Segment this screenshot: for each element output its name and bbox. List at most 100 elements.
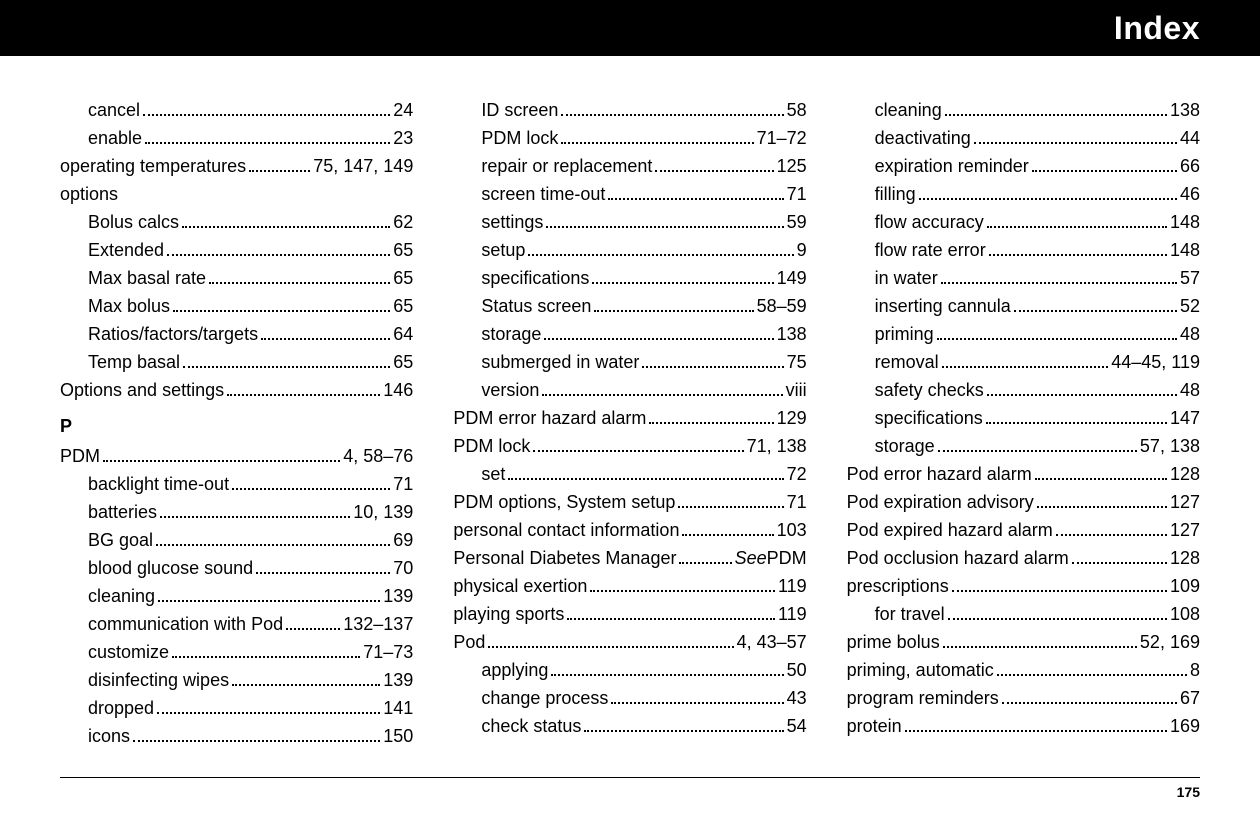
index-entry-label: PDM options, System setup xyxy=(453,488,675,516)
index-entry-label: PDM lock xyxy=(481,124,558,152)
index-entry-label: settings xyxy=(481,208,543,236)
index-entry-label: filling xyxy=(875,180,916,208)
leader-dots xyxy=(945,104,1167,116)
leader-dots xyxy=(682,524,773,536)
page-footer: 175 xyxy=(60,777,1200,800)
index-entry: flow accuracy148 xyxy=(847,208,1200,236)
index-entry: Max bolus65 xyxy=(60,292,413,320)
leader-dots xyxy=(1035,468,1167,480)
index-entry-label: flow accuracy xyxy=(875,208,984,236)
leader-dots xyxy=(987,216,1167,228)
index-entry-page: 127 xyxy=(1170,488,1200,516)
index-entry: physical exertion119 xyxy=(453,572,806,600)
index-entry: change process43 xyxy=(453,684,806,712)
leader-dots xyxy=(941,272,1177,284)
index-entry: set72 xyxy=(453,460,806,488)
index-entry: program reminders67 xyxy=(847,684,1200,712)
leader-dots xyxy=(952,580,1167,592)
index-entry-page: 132–137 xyxy=(343,610,413,638)
index-entry-label: program reminders xyxy=(847,684,999,712)
index-entry-page: 128 xyxy=(1170,544,1200,572)
index-entry-page: 146 xyxy=(383,376,413,404)
index-entry-label: change process xyxy=(481,684,608,712)
index-entry: screen time-out71 xyxy=(453,180,806,208)
index-entry-page: 46 xyxy=(1180,180,1200,208)
leader-dots xyxy=(608,188,783,200)
index-entry-label: personal contact information xyxy=(453,516,679,544)
index-entry: Pod expired hazard alarm127 xyxy=(847,516,1200,544)
leader-dots xyxy=(172,646,360,658)
leader-dots xyxy=(261,328,390,340)
index-entry-label: BG goal xyxy=(88,526,153,554)
leader-dots xyxy=(611,692,783,704)
leader-dots xyxy=(590,580,775,592)
index-entry: playing sports119 xyxy=(453,600,806,628)
index-entry-label: Ratios/factors/targets xyxy=(88,320,258,348)
index-entry-page: 169 xyxy=(1170,712,1200,740)
leader-dots xyxy=(542,384,782,396)
leader-dots xyxy=(103,450,340,462)
leader-dots xyxy=(989,244,1167,256)
index-entry-page: 70 xyxy=(393,554,413,582)
index-entry-page: 65 xyxy=(393,292,413,320)
index-entry-label: storage xyxy=(875,432,935,460)
index-entry-page: 138 xyxy=(1170,96,1200,124)
index-entry-page: 141 xyxy=(383,694,413,722)
index-entry-page: 139 xyxy=(383,666,413,694)
index-column: ID screen58PDM lock71–72repair or replac… xyxy=(453,96,806,750)
index-entry: Bolus calcs62 xyxy=(60,208,413,236)
index-entry-label: options xyxy=(60,180,118,208)
leader-dots xyxy=(919,188,1177,200)
index-entry-label: PDM error hazard alarm xyxy=(453,404,646,432)
index-entry-label: setup xyxy=(481,236,525,264)
index-entry: PDM lock71, 138 xyxy=(453,432,806,460)
leader-dots xyxy=(157,702,380,714)
index-entry-label: expiration reminder xyxy=(875,152,1029,180)
index-entry: Pod error hazard alarm128 xyxy=(847,460,1200,488)
index-entry: Options and settings 146 xyxy=(60,376,413,404)
index-entry-label: operating temperatures xyxy=(60,152,246,180)
index-entry-page: 44 xyxy=(1180,124,1200,152)
leader-dots xyxy=(986,412,1167,424)
index-column: cleaning138deactivating44expiration remi… xyxy=(847,96,1200,750)
index-entry: PDM4, 58–76 xyxy=(60,442,413,470)
index-entry-page: 119 xyxy=(778,572,807,600)
index-entry-label: screen time-out xyxy=(481,180,605,208)
leader-dots xyxy=(1056,524,1167,536)
index-entry-label: deactivating xyxy=(875,124,971,152)
index-entry-page: 128 xyxy=(1170,460,1200,488)
leader-dots xyxy=(905,720,1167,732)
index-entry-label: Temp basal xyxy=(88,348,180,376)
leader-dots xyxy=(987,384,1177,396)
index-entry-page: 24 xyxy=(393,96,413,124)
index-entry-label: submerged in water xyxy=(481,348,639,376)
index-entry-label: priming xyxy=(875,320,934,348)
leader-dots xyxy=(156,534,390,546)
index-entry-page: 54 xyxy=(787,712,807,740)
index-entry: customize71–73 xyxy=(60,638,413,666)
index-entry-page: 129 xyxy=(777,404,807,432)
index-entry-label: disinfecting wipes xyxy=(88,666,229,694)
index-entry-label: storage xyxy=(481,320,541,348)
leader-dots xyxy=(232,674,380,686)
index-entry-page: 10, 139 xyxy=(353,498,413,526)
index-entry: Extended65 xyxy=(60,236,413,264)
leader-dots xyxy=(256,562,390,574)
index-entry: setup 9 xyxy=(453,236,806,264)
index-entry: cleaning 139 xyxy=(60,582,413,610)
index-entry-page: 52 xyxy=(1180,292,1200,320)
index-entry-label: customize xyxy=(88,638,169,666)
index-entry: BG goal 69 xyxy=(60,526,413,554)
see-reference-target: PDM xyxy=(767,544,807,572)
index-entry-label: priming, automatic xyxy=(847,656,994,684)
leader-dots xyxy=(561,132,753,144)
index-entry-page: 69 xyxy=(393,526,413,554)
index-entry: removal 44–45, 119 xyxy=(847,348,1200,376)
index-entry: inserting cannula52 xyxy=(847,292,1200,320)
index-entry: safety checks48 xyxy=(847,376,1200,404)
index-entry: submerged in water75 xyxy=(453,348,806,376)
page-number: 175 xyxy=(60,784,1200,800)
index-entry: expiration reminder66 xyxy=(847,152,1200,180)
index-entry: priming, automatic 8 xyxy=(847,656,1200,684)
leader-dots xyxy=(286,618,340,630)
